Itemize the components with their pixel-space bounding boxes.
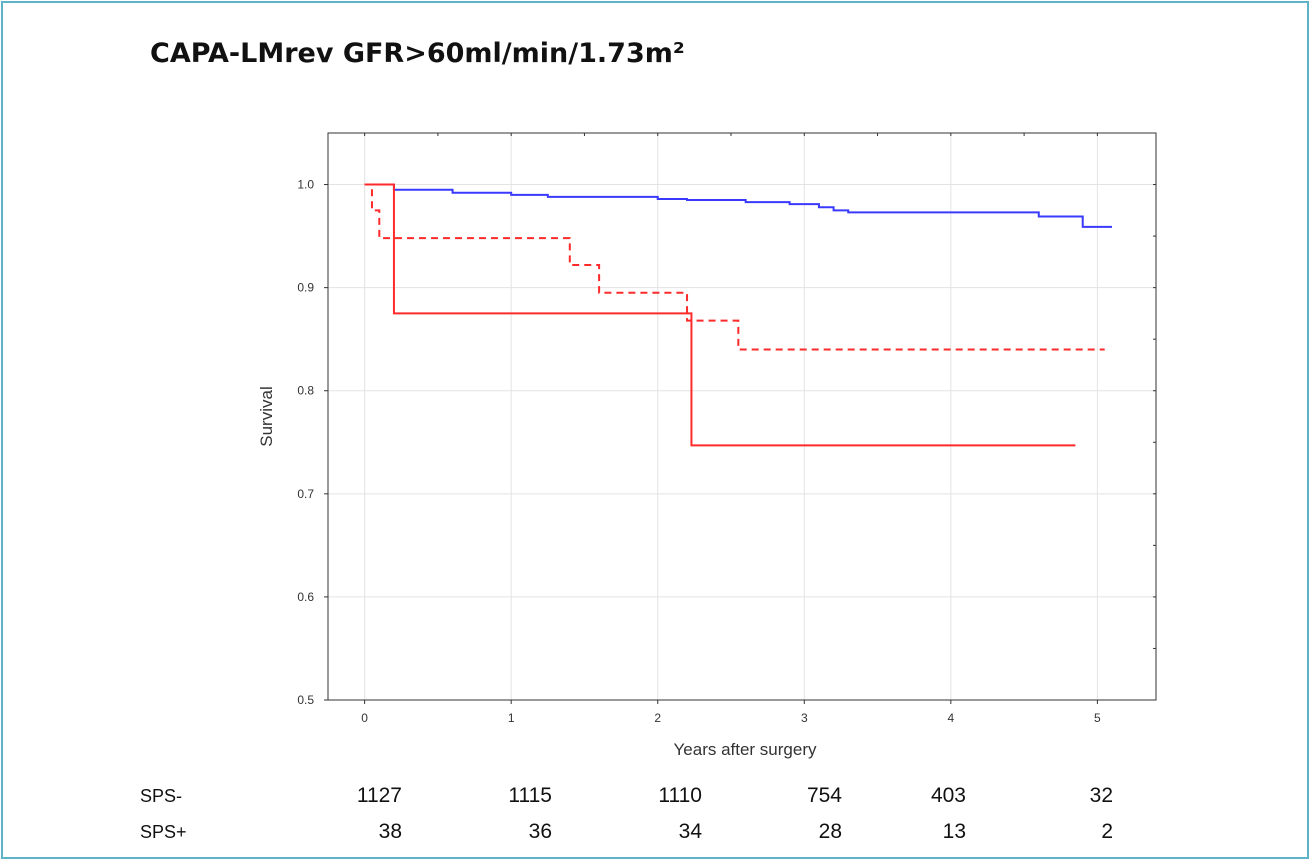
axis-ticks: 0 1 2 3 4 5 0.5 0.6 0.7 0.8 0.9 1.0 — [297, 133, 1156, 725]
risk-cell: 1115 — [508, 784, 552, 807]
risk-cell: 38 — [379, 820, 402, 843]
x-tick-label: 5 — [1094, 711, 1101, 725]
risk-cell: 2 — [1101, 820, 1113, 843]
x-axis-title: Years after surgery — [674, 740, 817, 759]
risk-cell: 36 — [529, 820, 552, 843]
x-tick-label: 0 — [361, 711, 368, 725]
plot-area — [327, 132, 1157, 701]
risk-table: SPS- 1127 1115 1110 754 403 32 SPS+ 38 36 34 28 13 2 — [140, 784, 1113, 843]
grid-lines — [328, 133, 1156, 701]
series-line-2 — [364, 183, 1105, 351]
y-tick-label: 0.7 — [297, 487, 314, 501]
risk-cell: 32 — [1090, 784, 1113, 807]
risk-cell: 754 — [807, 784, 842, 807]
x-tick-label: 1 — [508, 711, 515, 725]
x-tick-label: 4 — [947, 711, 954, 725]
y-tick-label: 0.6 — [297, 590, 314, 604]
risk-cell: 28 — [819, 820, 842, 843]
series-line-3 — [364, 183, 1076, 447]
y-tick-label: 0.5 — [297, 693, 314, 707]
y-axis-title: Survival — [257, 386, 276, 446]
y-tick-label: 0.9 — [297, 281, 314, 295]
series-group — [364, 183, 1113, 447]
chart-title: CAPA-LMrev GFR>60ml/min/1.73m² — [150, 38, 685, 69]
risk-cell: 1110 — [658, 784, 702, 807]
x-tick-label: 2 — [654, 711, 661, 725]
risk-cell: 34 — [679, 820, 703, 843]
y-tick-label: 0.8 — [297, 384, 314, 398]
risk-cell: 1127 — [357, 784, 402, 807]
y-tick-label: 1.0 — [297, 178, 314, 192]
risk-cell: 403 — [931, 784, 966, 807]
x-tick-label: 3 — [801, 711, 808, 725]
risk-row-label: SPS+ — [140, 822, 187, 842]
series-line-1 — [364, 183, 1113, 228]
risk-row-label: SPS- — [140, 786, 182, 806]
risk-cell: 13 — [943, 820, 966, 843]
